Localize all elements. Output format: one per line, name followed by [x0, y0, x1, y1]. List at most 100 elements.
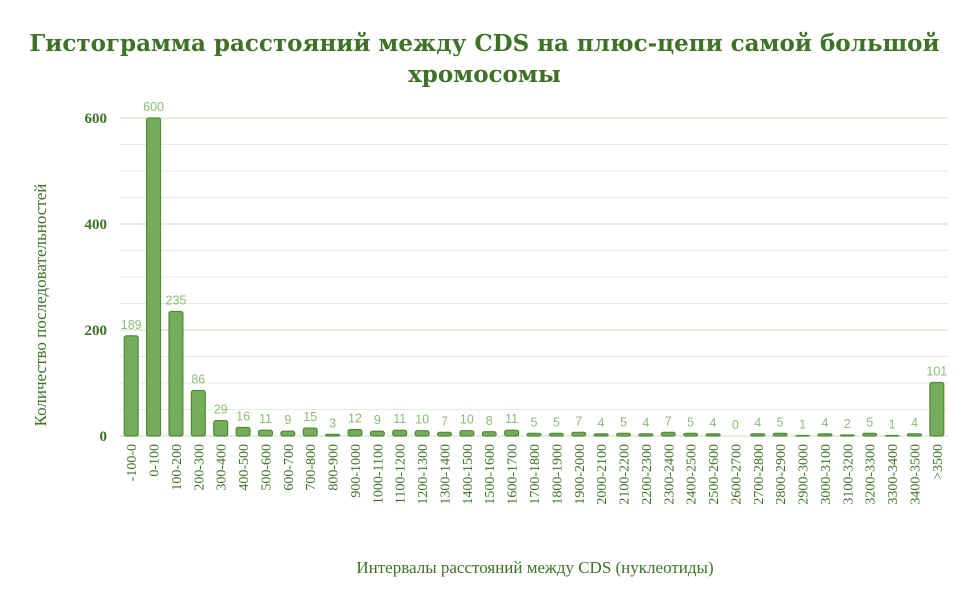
data-label-1900-2000: 7 [575, 414, 582, 428]
x-tick-label-800-900: 800-900 [327, 444, 342, 491]
x-tick-label-2200-2300: 2200-2300 [640, 444, 655, 505]
data-label--100-0: 189 [121, 318, 142, 332]
bar-2300-2400 [660, 431, 676, 437]
bar-200-300 [190, 389, 206, 437]
data-label-100-200: 235 [166, 293, 187, 307]
bar-1000-1100 [369, 430, 385, 437]
x-tick-label-0-100: 0-100 [148, 444, 163, 477]
bar-1600-1700 [504, 429, 520, 437]
x-tick-label-2300-2400: 2300-2400 [662, 444, 677, 505]
data-label-3100-3200: 2 [844, 417, 851, 431]
data-label-1300-1400: 7 [441, 414, 448, 428]
data-label-2800-2900: 5 [777, 415, 784, 429]
bar-2100-2200 [615, 432, 632, 437]
y-axis-title: Количество последовательностей [31, 184, 50, 427]
bar-2900-3000 [795, 434, 811, 437]
x-tick-label-1600-1700: 1600-1700 [506, 444, 521, 505]
data-label-1100-1200: 11 [393, 412, 406, 426]
data-label-2900-3000: 1 [799, 417, 806, 431]
x-tick-label-600-700: 600-700 [282, 444, 297, 491]
data-label-1400-1500: 10 [460, 413, 474, 427]
x-tick-label-1900-2000: 1900-2000 [573, 444, 588, 505]
bars [123, 117, 945, 437]
bar-1500-1600 [481, 431, 497, 437]
y-tick-label: 0 [100, 429, 108, 445]
bar-1300-1400 [436, 431, 453, 437]
bar-0-100 [146, 117, 162, 437]
data-label-3300-3400: 1 [889, 417, 896, 431]
gridlines [120, 117, 948, 437]
x-tick-label-2000-2100: 2000-2100 [595, 444, 610, 505]
data-label-1700-1800: 5 [531, 415, 538, 429]
x-tick-label-2400-2500: 2400-2500 [685, 444, 700, 505]
chart-title-line-1: Гистограмма расстояний между CDS на плюс… [29, 30, 940, 57]
x-tick-label-400-500: 400-500 [237, 444, 252, 491]
bar-3400-3500 [906, 433, 922, 437]
data-label-1200-1300: 10 [415, 413, 429, 427]
x-tick-label-1100-1200: 1100-1200 [394, 444, 409, 504]
bar->3500 [929, 381, 945, 437]
data-label-2000-2100: 4 [598, 416, 605, 430]
bar-2700-2800 [750, 433, 766, 437]
x-tick-label-1700-1800: 1700-1800 [528, 444, 543, 505]
data-label-3000-3100: 4 [821, 416, 828, 430]
data-label-0-100: 600 [143, 100, 164, 114]
data-label-1600-1700: 11 [505, 412, 518, 426]
data-label-1500-1600: 8 [486, 414, 493, 428]
x-axis-title: Интервалы расстояний между CDS (нуклеоти… [356, 558, 713, 577]
bar-100-200 [168, 310, 184, 437]
y-tick-label: 200 [85, 323, 108, 339]
bar-3300-3400 [884, 434, 900, 437]
bar-3000-3100 [817, 433, 833, 437]
x-tick-label-1200-1300: 1200-1300 [416, 444, 431, 505]
x-tick-label-1400-1500: 1400-1500 [461, 444, 476, 505]
data-label-800-900: 3 [329, 416, 336, 430]
x-tick-label-300-400: 300-400 [215, 444, 230, 491]
x-tick-label-2800-2900: 2800-2900 [774, 444, 789, 505]
x-tick-label-2900-3000: 2900-3000 [797, 444, 812, 505]
bar--100-0 [123, 335, 139, 437]
bar-2000-2100 [593, 433, 609, 437]
data-label-1800-1900: 5 [553, 415, 560, 429]
data-label-2700-2800: 4 [754, 416, 761, 430]
bar-3200-3300 [862, 432, 878, 437]
data-label-2200-2300: 4 [642, 416, 649, 430]
bar-2400-2500 [683, 432, 699, 437]
data-label-3400-3500: 4 [911, 416, 918, 430]
bar-1900-2000 [571, 431, 587, 437]
x-tick-label-3000-3100: 3000-3100 [819, 444, 834, 505]
data-label->3500: 101 [926, 364, 947, 378]
x-tick-label-3100-3200: 3100-3200 [841, 444, 856, 505]
x-tick-label-3300-3400: 3300-3400 [886, 444, 901, 505]
chart-title: Гистограмма расстояний между CDS на плюс… [0, 28, 969, 90]
x-tick-label-2600-2700: 2600-2700 [729, 444, 744, 505]
data-label-500-600: 11 [259, 412, 272, 426]
x-tick-label-500-600: 500-600 [259, 444, 274, 491]
x-tick-label-1500-1600: 1500-1600 [483, 444, 498, 505]
data-label-2100-2200: 5 [620, 415, 627, 429]
x-tick-label-2100-2200: 2100-2200 [618, 444, 633, 505]
data-label-2600-2700: 0 [732, 418, 739, 432]
bar-800-900 [325, 433, 341, 437]
data-label-1000-1100: 9 [374, 413, 381, 427]
x-tick-label-3200-3300: 3200-3300 [864, 444, 879, 505]
x-tick-labels: -100-0 0-100 100-200 200-300 300-400 400-500 5… [125, 444, 946, 505]
data-label-700-800: 15 [303, 410, 317, 424]
bar-1400-1500 [459, 430, 475, 437]
bar-400-500 [235, 426, 251, 437]
data-label-400-500: 16 [236, 410, 250, 424]
bar-2200-2300 [638, 433, 654, 437]
bar-900-1000 [347, 429, 363, 437]
bar-1800-1900 [548, 432, 564, 437]
x-tick-label->3500: >3500 [931, 444, 946, 480]
y-tick-label: 400 [85, 217, 108, 233]
x-tick-label-1000-1100: 1000-1100 [371, 444, 386, 504]
bar-700-800 [302, 427, 318, 437]
x-tick-label-1300-1400: 1300-1400 [438, 444, 453, 505]
data-label-2500-2600: 4 [710, 416, 717, 430]
bar-1700-1800 [526, 432, 542, 437]
bar-500-600 [257, 429, 273, 437]
